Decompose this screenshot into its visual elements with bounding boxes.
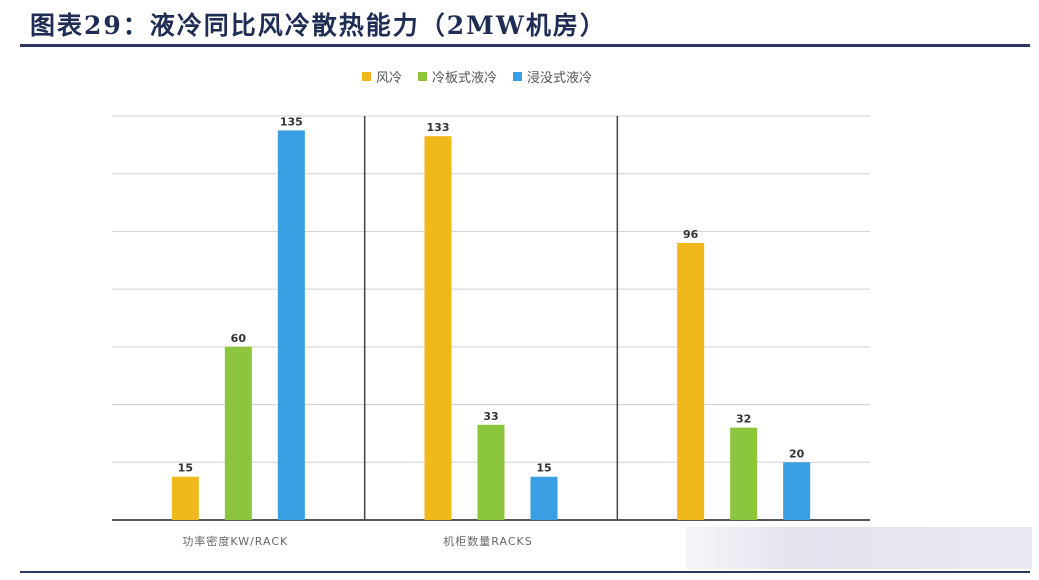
bar bbox=[424, 136, 452, 520]
data-label: 20 bbox=[789, 447, 805, 460]
bar bbox=[530, 476, 558, 520]
bar bbox=[677, 242, 705, 520]
figure-title: 图表29：液冷同比风冷散热能力（2MW机房） bbox=[30, 11, 607, 40]
data-label: 32 bbox=[736, 413, 751, 426]
data-label: 96 bbox=[683, 228, 699, 241]
bar bbox=[224, 346, 252, 520]
legend: 风冷 冷板式液冷 浸没式液冷 bbox=[362, 71, 592, 86]
data-label: 15 bbox=[178, 462, 193, 475]
bar bbox=[171, 476, 199, 520]
footer-smudge bbox=[686, 527, 1032, 569]
legend-label: 冷板式液冷 bbox=[432, 71, 497, 86]
bottom-rule bbox=[20, 571, 1030, 573]
title-rule bbox=[20, 44, 1030, 47]
legend-label: 浸没式液冷 bbox=[527, 71, 592, 86]
data-label: 60 bbox=[231, 332, 247, 345]
bar bbox=[477, 424, 505, 520]
legend-label: 风冷 bbox=[376, 71, 402, 86]
legend-swatch bbox=[513, 72, 522, 81]
data-label: 133 bbox=[427, 121, 450, 134]
data-labels: 15 60 135 133 33 15 96 32 20 bbox=[178, 115, 805, 474]
category-label: 机柜数量RACKS bbox=[443, 534, 532, 548]
data-label: 135 bbox=[280, 115, 303, 128]
bars bbox=[171, 130, 811, 520]
bar bbox=[783, 462, 811, 520]
legend-swatch bbox=[362, 72, 371, 81]
group-separators bbox=[363, 116, 619, 520]
bar bbox=[730, 427, 758, 520]
bar bbox=[277, 130, 305, 520]
category-labels: 功率密度KW/RACK 机柜数量RACKS bbox=[182, 534, 532, 548]
data-label: 33 bbox=[483, 410, 498, 423]
category-label: 功率密度KW/RACK bbox=[182, 534, 288, 548]
legend-swatch bbox=[418, 72, 427, 81]
data-label: 15 bbox=[536, 462, 551, 475]
